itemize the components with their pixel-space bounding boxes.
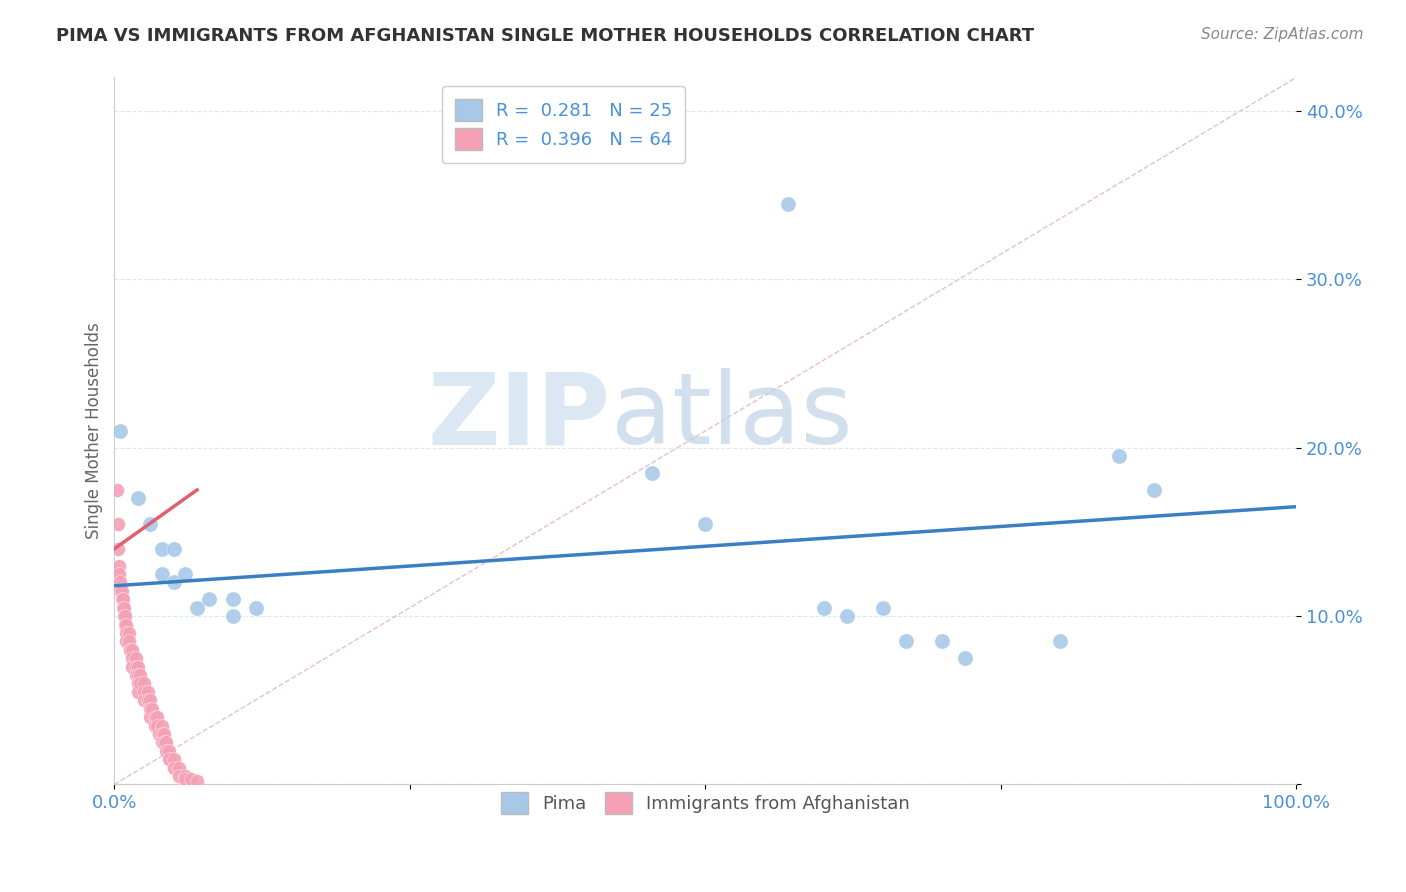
Point (118, 642, 141, 657)
Text: Source: ZipAtlas.com: Source: ZipAtlas.com (1201, 27, 1364, 42)
Point (121, 651, 143, 665)
Point (107, 541, 129, 556)
Point (186, 600, 208, 615)
Point (162, 575, 184, 590)
Point (125, 659, 148, 673)
Point (153, 727, 176, 741)
Point (896, 634, 918, 648)
Point (146, 710, 169, 724)
Point (127, 668, 149, 682)
Point (174, 567, 197, 582)
Point (114, 609, 136, 624)
Point (112, 600, 135, 615)
Point (129, 676, 152, 690)
Point (695, 516, 717, 531)
Point (117, 634, 139, 648)
Point (129, 668, 152, 682)
Point (121, 659, 143, 673)
Point (115, 634, 138, 648)
Point (107, 516, 129, 531)
Point (125, 668, 148, 682)
Point (641, 466, 664, 480)
Text: PIMA VS IMMIGRANTS FROM AFGHANISTAN SINGLE MOTHER HOUSEHOLDS CORRELATION CHART: PIMA VS IMMIGRANTS FROM AFGHANISTAN SING… (56, 27, 1035, 45)
Point (111, 600, 134, 615)
Point (111, 592, 134, 607)
Point (198, 592, 221, 607)
Point (108, 567, 131, 582)
Point (121, 642, 143, 657)
Point (114, 617, 136, 632)
Point (136, 693, 159, 707)
Point (146, 718, 169, 732)
Point (127, 676, 149, 690)
Point (150, 735, 173, 749)
Point (125, 651, 148, 665)
Point (143, 718, 166, 732)
Y-axis label: Single Mother Households: Single Mother Households (86, 323, 103, 540)
Point (139, 516, 162, 531)
Point (1049, 634, 1071, 648)
Point (139, 693, 162, 707)
Point (150, 567, 173, 582)
Point (150, 727, 173, 741)
Point (174, 772, 197, 787)
Point (221, 592, 243, 607)
Point (115, 617, 138, 632)
Point (813, 600, 835, 615)
Point (139, 710, 162, 724)
Point (132, 685, 155, 699)
Point (162, 761, 184, 775)
Point (105, 483, 128, 497)
Point (180, 772, 202, 787)
Legend: Pima, Immigrants from Afghanistan: Pima, Immigrants from Afghanistan (489, 781, 921, 825)
Point (127, 685, 149, 699)
Point (778, 196, 800, 211)
Point (153, 735, 176, 749)
Point (955, 651, 977, 665)
Point (162, 541, 184, 556)
Point (872, 600, 894, 615)
Point (143, 710, 166, 724)
Text: atlas: atlas (610, 368, 852, 466)
Point (221, 609, 243, 624)
Point (1143, 483, 1166, 497)
Point (174, 769, 197, 783)
Point (110, 592, 132, 607)
Point (148, 727, 170, 741)
Point (245, 600, 267, 615)
Point (132, 676, 155, 690)
Text: ZIP: ZIP (427, 368, 610, 466)
Point (157, 744, 180, 758)
Point (141, 701, 163, 715)
Point (1108, 449, 1130, 463)
Point (162, 752, 184, 766)
Point (155, 735, 177, 749)
Point (931, 634, 953, 648)
Point (139, 701, 162, 715)
Point (169, 761, 191, 775)
Point (112, 609, 135, 624)
Point (110, 424, 132, 438)
Point (110, 583, 132, 598)
Point (157, 752, 180, 766)
Point (117, 626, 139, 640)
Point (837, 609, 859, 624)
Point (186, 774, 208, 789)
Point (115, 626, 138, 640)
Point (110, 575, 132, 590)
Point (132, 693, 155, 707)
Point (150, 718, 173, 732)
Point (155, 744, 177, 758)
Point (169, 769, 191, 783)
Point (127, 659, 149, 673)
Point (110, 583, 132, 598)
Point (127, 491, 149, 506)
Point (150, 541, 173, 556)
Point (108, 558, 131, 573)
Point (136, 685, 159, 699)
